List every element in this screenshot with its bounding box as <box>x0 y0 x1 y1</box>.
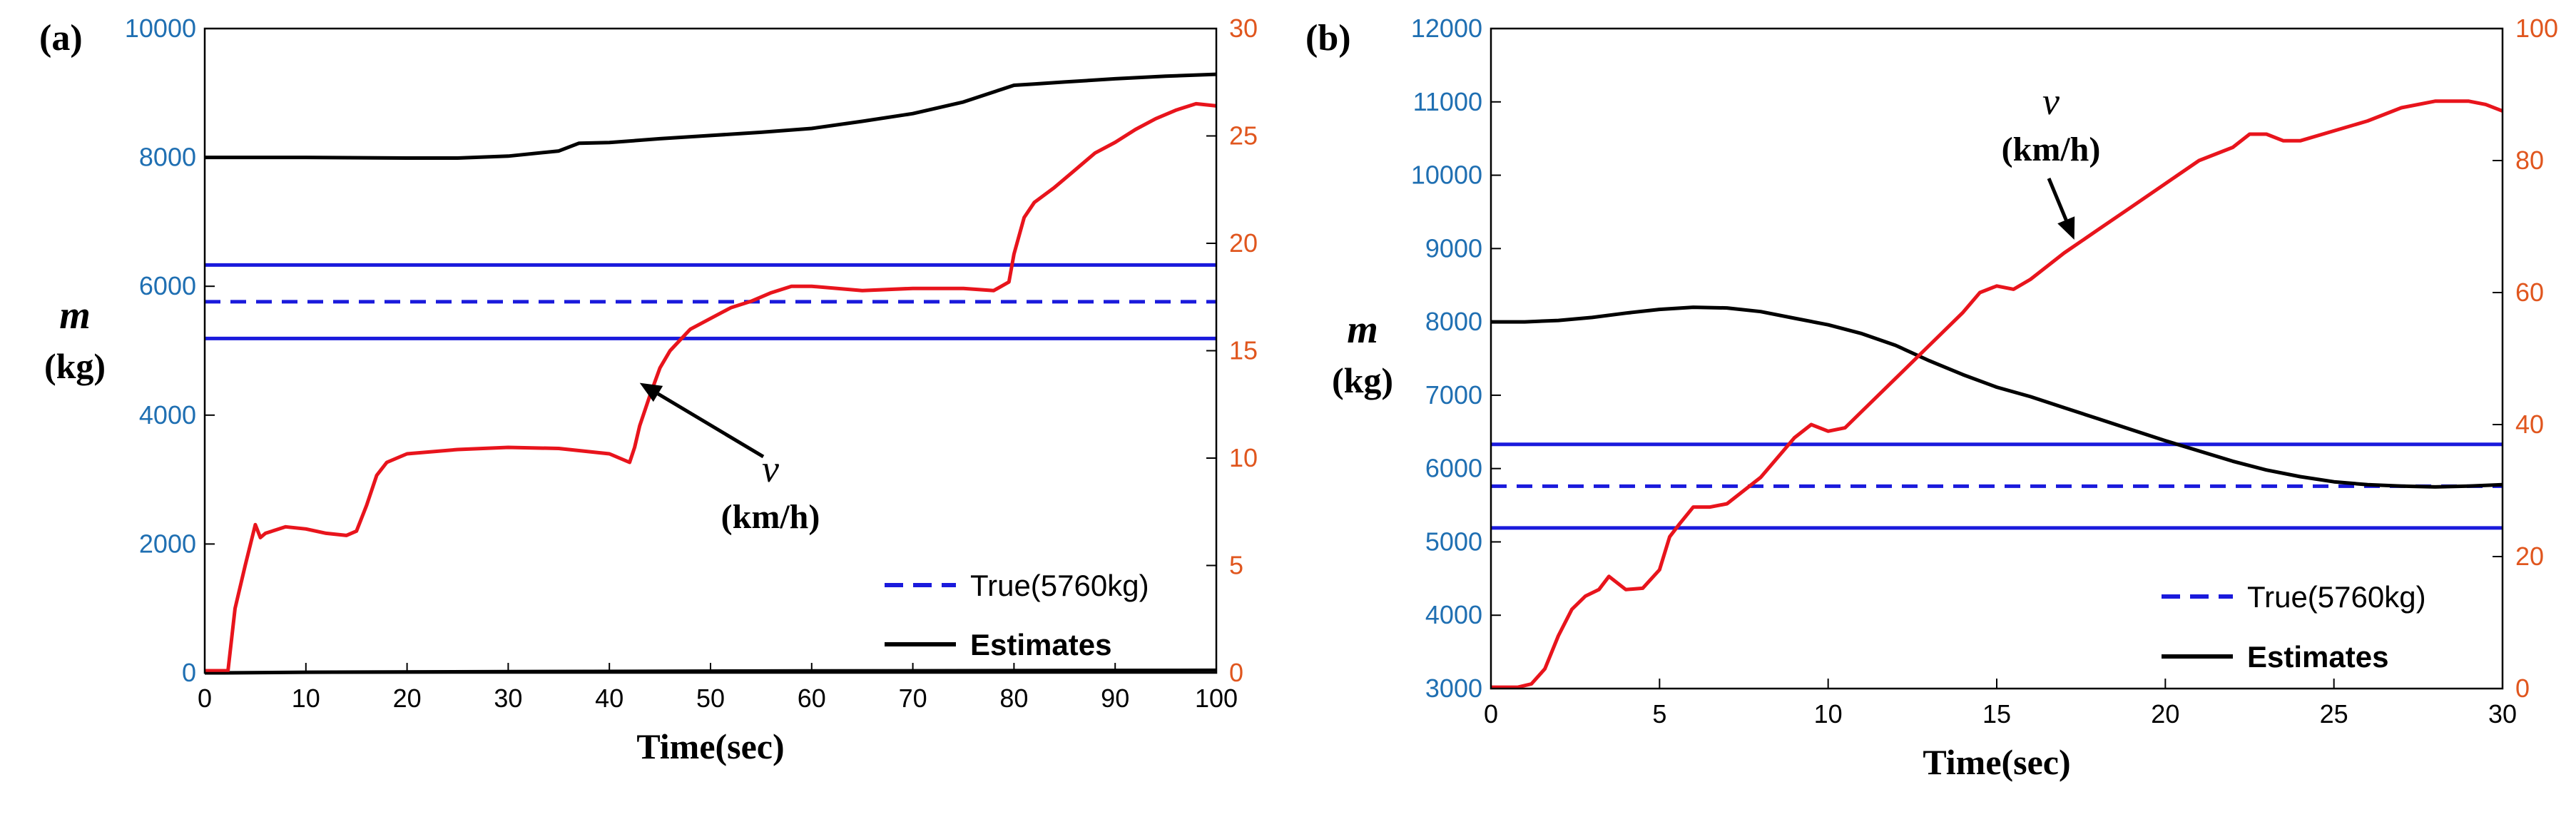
x-tick-label: 10 <box>1814 699 1843 729</box>
x-tick-label: 15 <box>1982 699 2011 729</box>
legend-true-label: True(5760kg) <box>2247 580 2426 614</box>
legend-estimates-label: Estimates <box>2247 640 2388 674</box>
x-tick-label: 90 <box>1101 684 1129 713</box>
y-left-tick-label: 4000 <box>139 400 196 430</box>
x-axis-label: Time(sec) <box>636 726 784 766</box>
x-tick-label: 5 <box>1652 699 1666 729</box>
y-right-tick-label: 20 <box>2515 542 2544 571</box>
annotation-arrow-shaft <box>2047 178 2068 221</box>
y-left-tick-label: 2000 <box>139 529 196 558</box>
y-left-tick-label: 9000 <box>1425 233 1482 263</box>
velocity-annotation-unit: (km/h) <box>2002 131 2101 168</box>
y-axis-label-unit: (kg) <box>44 346 106 386</box>
y-right-tick-label: 10 <box>1229 443 1258 472</box>
y-left-tick-label: 10000 <box>1411 161 1482 190</box>
y-left-tick-label: 3000 <box>1425 674 1482 703</box>
velocity-annotation-unit: (km/h) <box>721 498 820 536</box>
x-tick-label: 25 <box>2320 699 2348 729</box>
panel-label: (a) <box>39 18 83 59</box>
y-right-tick-label: 30 <box>1229 14 1258 43</box>
y-right-tick-label: 80 <box>2515 146 2544 175</box>
y-left-tick-label: 0 <box>182 658 196 687</box>
x-tick-label: 0 <box>1484 699 1498 729</box>
chart-panel-b: 0 5 10 15 20 25 30 3000 4000 5000 6000 7000 8000 9000… <box>1305 14 2558 782</box>
x-tick-label: 20 <box>2151 699 2179 729</box>
x-tick-label: 70 <box>899 684 927 713</box>
x-tick-label: 0 <box>198 684 212 713</box>
annotation-arrow-head <box>639 382 663 402</box>
y-left-tick-label: 4000 <box>1425 600 1482 629</box>
x-axis-label: Time(sec) <box>1923 742 2070 782</box>
y-axis-label-symbol: m <box>59 293 91 338</box>
y-right-tick-label: 25 <box>1229 121 1258 151</box>
velocity-series-line <box>1491 99 2503 689</box>
annotation-arrow-head <box>2057 216 2075 240</box>
x-tick-label: 50 <box>696 684 725 713</box>
y-right-tick-label: 0 <box>1229 658 1243 687</box>
y-right-tick-label: 15 <box>1229 336 1258 365</box>
x-tick-label: 20 <box>393 684 422 713</box>
velocity-annotation-symbol: v <box>762 447 779 490</box>
y-right-tick-label: 40 <box>2515 410 2544 439</box>
y-left-tick-label: 5000 <box>1425 527 1482 556</box>
x-tick-label: 80 <box>999 684 1028 713</box>
panel-label: (b) <box>1305 18 1351 59</box>
x-tick-label: 10 <box>292 684 320 713</box>
annotation-arrow-shaft <box>657 392 765 459</box>
y-right-tick-label: 0 <box>2515 674 2530 703</box>
y-left-tick-label: 6000 <box>1425 454 1482 483</box>
y-axis-label-unit: (kg) <box>1332 360 1393 400</box>
estimate-series-line <box>1491 305 2503 489</box>
y-right-tick-label: 20 <box>1229 228 1258 258</box>
x-tick-label: 100 <box>1195 684 1238 713</box>
legend-true-label: True(5760kg) <box>970 569 1149 602</box>
y-left-tick-label: 8000 <box>1425 307 1482 336</box>
y-left-tick-label: 10000 <box>125 14 196 43</box>
y-left-tick-label: 11000 <box>1413 87 1482 116</box>
y-axis-label-symbol: m <box>1347 308 1378 352</box>
velocity-annotation-symbol: v <box>2042 80 2060 123</box>
y-right-tick-label: 100 <box>2515 14 2558 43</box>
y-right-tick-label: 5 <box>1229 551 1243 580</box>
x-tick-label: 40 <box>595 684 623 713</box>
x-tick-label: 30 <box>494 684 522 713</box>
y-left-tick-label: 7000 <box>1425 380 1482 410</box>
velocity-series-line <box>205 101 1217 673</box>
y-left-tick-label: 12000 <box>1411 14 1482 43</box>
y-right-tick-label: 60 <box>2515 278 2544 307</box>
y-left-tick-label: 6000 <box>139 271 196 300</box>
estimate-series-line <box>205 72 1217 160</box>
y-left-tick-label: 8000 <box>139 143 196 172</box>
x-tick-label: 30 <box>2488 699 2517 729</box>
legend-estimates-label: Estimates <box>970 628 1111 661</box>
x-tick-label: 60 <box>798 684 826 713</box>
chart-panel-a: 0 10 20 30 40 50 60 70 80 90 100020004000600080001… <box>39 14 1258 766</box>
